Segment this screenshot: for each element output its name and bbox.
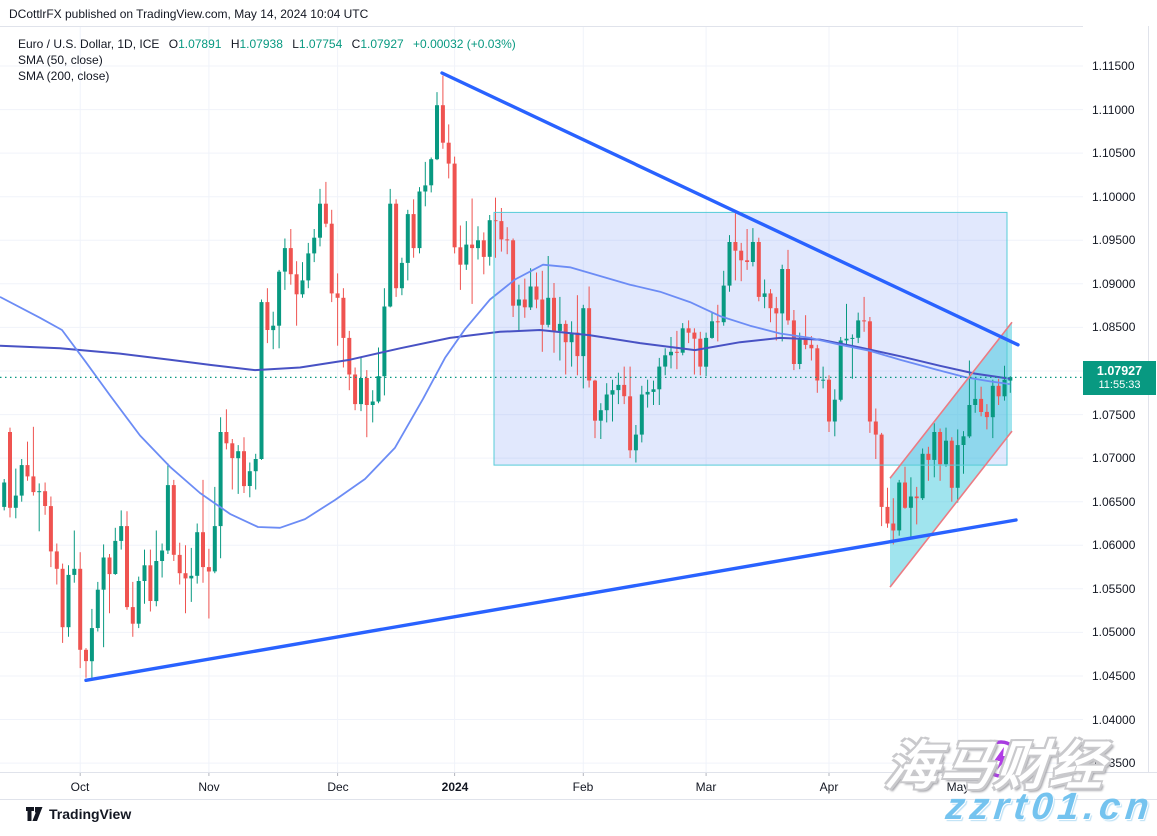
ohlc-close: C1.07927 <box>351 37 404 51</box>
current-price-value: 1.07927 <box>1096 364 1143 378</box>
price-axis-label: 1.05000 <box>1092 625 1136 639</box>
chart-legend: Euro / U.S. Dollar, 1D, ICE O1.07891 H1.… <box>18 36 522 84</box>
price-axis-label: 1.11500 <box>1092 59 1135 73</box>
legend-sma200-row: SMA (200, close) <box>18 69 110 83</box>
time-axis-label: Dec <box>327 780 349 794</box>
time-axis-bottom-border <box>0 799 1157 800</box>
time-axis-label: May <box>946 780 970 794</box>
time-axis-top-border <box>0 772 1157 773</box>
candlestick-series <box>2 75 1013 678</box>
price-axis-label: 1.09000 <box>1092 277 1136 291</box>
change-value: +0.00032 (+0.03%) <box>413 37 516 51</box>
price-axis-label: 1.04000 <box>1092 713 1136 727</box>
price-axis-label: 1.09500 <box>1092 233 1136 247</box>
ohlc-open: O1.07891 <box>168 37 222 51</box>
price-axis-label: 1.10000 <box>1092 190 1136 204</box>
price-gridlines <box>0 65 1083 764</box>
time-axis-label: Oct <box>70 780 90 794</box>
ascending-channel-borders[interactable] <box>889 321 1013 588</box>
price-axis-label: 1.05500 <box>1092 582 1136 596</box>
price-axis-right-border <box>1148 26 1149 772</box>
sma-50-line <box>0 263 1011 529</box>
tradingview-attribution-label: TradingView <box>49 806 132 822</box>
price-axis-label: 1.07500 <box>1092 408 1136 422</box>
time-axis-label: Feb <box>572 780 594 794</box>
ohlc-high: H1.07938 <box>230 37 283 51</box>
tradingview-attribution[interactable]: TradingView <box>26 806 131 822</box>
time-axis-label: Nov <box>198 780 220 794</box>
sma-200-line <box>0 329 1011 380</box>
ohlc-low: L1.07754 <box>292 37 343 51</box>
symbol-title: Euro / U.S. Dollar, 1D, ICE <box>18 37 160 51</box>
tradingview-logo-icon <box>26 806 43 822</box>
consolidation-rectangle <box>494 212 1007 466</box>
price-axis-label: 1.11000 <box>1092 103 1135 117</box>
legend-symbol-row: Euro / U.S. Dollar, 1D, ICE O1.07891 H1.… <box>18 36 522 52</box>
current-price-countdown: 11:55:33 <box>1098 379 1141 391</box>
current-price-tag: 1.07927 11:55:33 <box>1083 361 1156 395</box>
price-axis-label: 1.08500 <box>1092 320 1136 334</box>
price-axis-label: 1.06500 <box>1092 495 1136 509</box>
price-axis-label: 1.06000 <box>1092 538 1136 552</box>
price-axis-label: 1.07000 <box>1092 451 1136 465</box>
price-axis-label: 1.10500 <box>1092 146 1136 160</box>
publisher-header: DCottlrFX published on TradingView.com, … <box>9 7 369 21</box>
time-axis-label: Mar <box>695 780 717 794</box>
ascending-trendline[interactable] <box>84 518 1018 682</box>
time-axis-label: Apr <box>819 780 839 794</box>
plot-top-border <box>0 26 1083 27</box>
price-axis-label: 1.03500 <box>1092 756 1136 770</box>
price-axis-label: 1.04500 <box>1092 669 1136 683</box>
time-axis-label: 2024 <box>441 780 469 794</box>
legend-sma50-row: SMA (50, close) <box>18 53 103 67</box>
descending-trendline[interactable] <box>440 71 1020 347</box>
